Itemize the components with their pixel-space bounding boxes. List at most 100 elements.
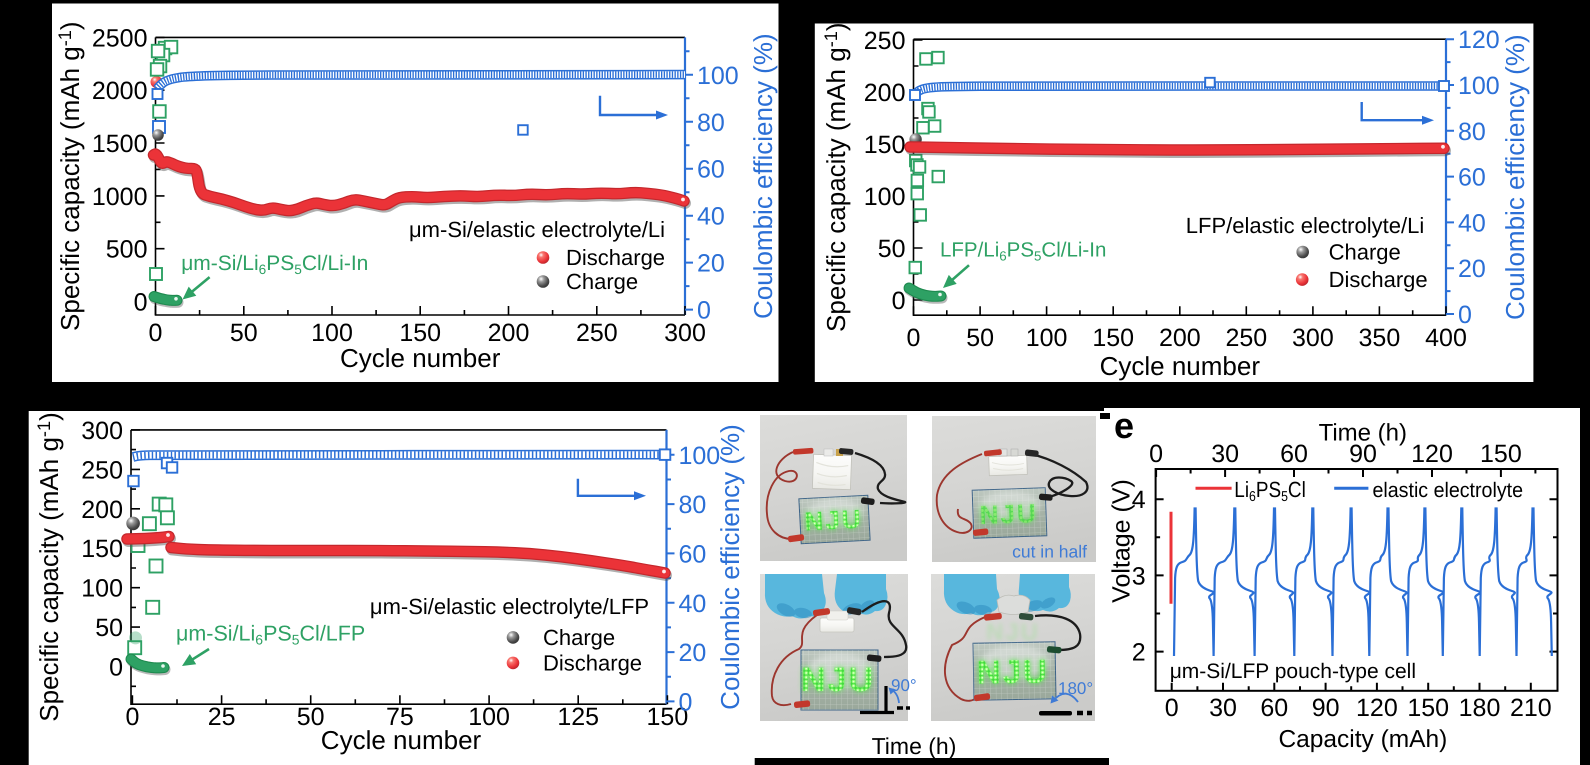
- svg-text:3: 3: [1132, 562, 1146, 590]
- svg-text:500: 500: [106, 236, 148, 264]
- svg-text:0: 0: [109, 654, 123, 682]
- svg-text:150: 150: [81, 535, 123, 563]
- svg-text:60: 60: [697, 156, 725, 184]
- svg-text:NJU: NJU: [976, 652, 1049, 690]
- svg-text:60: 60: [679, 540, 707, 568]
- svg-text:300: 300: [81, 417, 123, 445]
- svg-text:Discharge: Discharge: [1329, 267, 1428, 292]
- svg-text:e: e: [1114, 405, 1134, 446]
- svg-text:125: 125: [557, 703, 599, 731]
- svg-text:250: 250: [864, 27, 906, 55]
- svg-text:0: 0: [1458, 301, 1472, 329]
- svg-text:40: 40: [679, 590, 707, 618]
- svg-text:Discharge: Discharge: [543, 651, 642, 676]
- svg-text:400: 400: [1425, 324, 1467, 352]
- svg-text:NJU: NJU: [804, 504, 864, 537]
- svg-text:LFP/elastic electrolyte/Li: LFP/elastic electrolyte/Li: [1186, 213, 1424, 238]
- svg-text:μm-Si/LFP pouch-type cell: μm-Si/LFP pouch-type cell: [1170, 660, 1416, 683]
- svg-text:0: 0: [125, 703, 139, 731]
- svg-text:250: 250: [81, 456, 123, 484]
- svg-text:Li6​PS5​Cl: Li6​PS5​Cl: [1234, 477, 1305, 505]
- svg-text:Cycle number: Cycle number: [1100, 351, 1261, 381]
- svg-text:300: 300: [1292, 324, 1334, 352]
- svg-text:NJU: NJU: [979, 498, 1038, 530]
- svg-text:NJU: NJU: [804, 504, 864, 537]
- svg-text:0: 0: [907, 324, 921, 352]
- svg-text:250: 250: [576, 319, 618, 347]
- svg-text:Time (h): Time (h): [872, 733, 957, 759]
- svg-text:60: 60: [1458, 164, 1486, 192]
- svg-text:60: 60: [1260, 694, 1288, 722]
- svg-text:0: 0: [697, 297, 711, 325]
- svg-text:2500: 2500: [92, 24, 148, 52]
- svg-text:1000: 1000: [92, 183, 148, 211]
- svg-text:Coulombic efficiency (%): Coulombic efficiency (%): [748, 33, 778, 319]
- svg-text:50: 50: [966, 324, 994, 352]
- svg-text:180: 180: [1459, 694, 1501, 722]
- svg-text:150: 150: [1407, 694, 1449, 722]
- svg-text:Charge: Charge: [543, 625, 615, 650]
- svg-text:90: 90: [1312, 694, 1340, 722]
- svg-text:90: 90: [1349, 440, 1377, 468]
- svg-text:200: 200: [488, 319, 530, 347]
- svg-text:μm-Si/Li6​PS5​Cl/Li-In: μm-Si/Li6​PS5​Cl/Li-In: [181, 252, 368, 277]
- svg-text:200: 200: [1159, 324, 1201, 352]
- svg-text:120: 120: [1356, 694, 1398, 722]
- svg-text:0: 0: [892, 287, 906, 315]
- svg-text:NJU: NJU: [976, 652, 1049, 690]
- svg-text:200: 200: [864, 79, 906, 107]
- svg-text:Charge: Charge: [1329, 240, 1401, 265]
- svg-text:100: 100: [81, 575, 123, 603]
- svg-text:100: 100: [697, 62, 739, 90]
- svg-text:NJU: NJU: [801, 661, 875, 699]
- svg-text:LFP/Li6​PS5​Cl/Li-In: LFP/Li6​PS5​Cl/Li-In: [940, 238, 1106, 263]
- svg-text:350: 350: [1359, 324, 1401, 352]
- svg-text:100: 100: [1026, 324, 1068, 352]
- svg-text:μm-Si/elastic electrolyte/Li: μm-Si/elastic electrolyte/Li: [409, 217, 665, 242]
- svg-text:Coulombic efficiency (%): Coulombic efficiency (%): [715, 424, 745, 710]
- svg-text:Time (h): Time (h): [1319, 419, 1407, 446]
- svg-text:20: 20: [1458, 255, 1486, 283]
- svg-text:2: 2: [1132, 639, 1146, 667]
- svg-text:20: 20: [679, 639, 707, 667]
- svg-text:80: 80: [1458, 118, 1486, 146]
- svg-text:NJU: NJU: [979, 498, 1038, 530]
- svg-text:180°: 180°: [1058, 679, 1093, 698]
- svg-text:50: 50: [297, 703, 325, 731]
- svg-text:30: 30: [1209, 694, 1237, 722]
- svg-text:25: 25: [208, 703, 236, 731]
- svg-text:Cycle number: Cycle number: [340, 343, 501, 373]
- svg-text:Coulombic efficiency (%): Coulombic efficiency (%): [1500, 34, 1530, 320]
- svg-text:100: 100: [864, 183, 906, 211]
- svg-text:NJU: NJU: [801, 661, 875, 699]
- svg-text:Specific capacity (mAh g-1​): Specific capacity (mAh g-1​): [821, 22, 851, 332]
- svg-text:cut in half: cut in half: [1012, 542, 1087, 562]
- svg-text:NJU: NJU: [976, 652, 1049, 690]
- svg-text:0: 0: [679, 688, 693, 716]
- svg-text:μm-Si/elastic electrolyte/LFP: μm-Si/elastic electrolyte/LFP: [370, 594, 649, 619]
- svg-text:100: 100: [679, 442, 721, 470]
- svg-text:Specific capacity (mAh g-1​): Specific capacity (mAh g-1​): [55, 21, 85, 331]
- svg-text:NJU: NJU: [801, 661, 875, 699]
- svg-text:Cycle number: Cycle number: [321, 725, 482, 755]
- svg-text:50: 50: [95, 614, 123, 642]
- svg-text:80: 80: [697, 109, 725, 137]
- svg-text:0: 0: [1165, 694, 1179, 722]
- svg-text:150: 150: [1480, 440, 1522, 468]
- svg-text:150: 150: [399, 319, 441, 347]
- svg-text:150: 150: [1092, 324, 1134, 352]
- svg-text:4: 4: [1132, 486, 1146, 514]
- svg-text:210: 210: [1510, 694, 1552, 722]
- svg-text:50: 50: [230, 319, 258, 347]
- svg-text:0: 0: [134, 289, 148, 317]
- svg-text:60: 60: [1280, 440, 1308, 468]
- svg-text:100: 100: [311, 319, 353, 347]
- svg-text:40: 40: [697, 203, 725, 231]
- svg-text:250: 250: [1225, 324, 1267, 352]
- svg-text:20: 20: [697, 250, 725, 278]
- svg-text:30: 30: [1211, 440, 1239, 468]
- svg-text:Discharge: Discharge: [566, 245, 665, 270]
- svg-text:100: 100: [1458, 72, 1500, 100]
- svg-text:300: 300: [664, 319, 706, 347]
- svg-text:Specific capacity (mAh g-1​): Specific capacity (mAh g-1​): [34, 412, 64, 722]
